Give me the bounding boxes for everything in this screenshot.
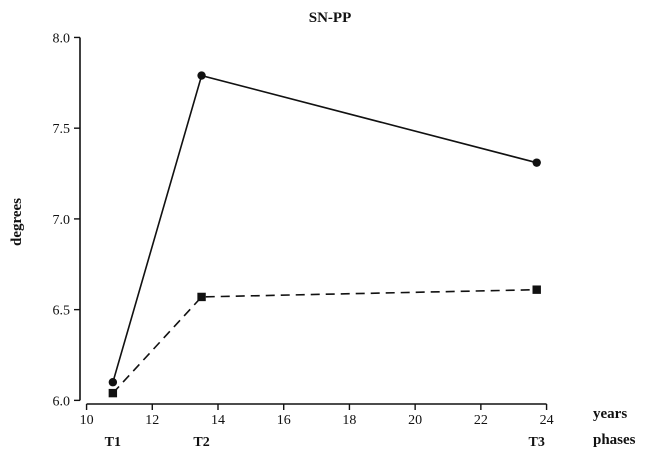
x-tick-label: 20 xyxy=(408,413,422,428)
chart-title: SN-PP xyxy=(309,10,352,26)
x-tick-label: 24 xyxy=(540,413,554,428)
x-tick-label: 14 xyxy=(211,413,225,428)
y-axis-label: degrees xyxy=(9,198,25,246)
x-tick-label: 10 xyxy=(80,413,94,428)
data-point-circle xyxy=(108,378,118,387)
y-tick-label: 6.5 xyxy=(53,304,71,319)
axes: 6.0 6.5 7.0 7.5 8.0 10 12 14 16 18 20 22 24 T1 T2 T3 xyxy=(53,31,554,450)
data-point-square xyxy=(532,285,541,294)
y-tick-label: 7.5 xyxy=(53,122,71,137)
phase-label: T3 xyxy=(529,435,545,450)
phase-label: T1 xyxy=(105,435,121,450)
series-line-1 xyxy=(112,74,537,383)
x-tick-label: 22 xyxy=(474,413,488,428)
x-tick-label: 18 xyxy=(342,413,356,428)
y-tick-label: 6.0 xyxy=(53,394,71,409)
data-point-square xyxy=(197,292,206,302)
y-tick-label: 8.0 xyxy=(53,31,71,46)
x-axis-label: years xyxy=(593,406,627,422)
phase-label: T2 xyxy=(193,435,209,450)
y-tick-label: 7.0 xyxy=(53,213,71,228)
data-point-square xyxy=(108,388,118,398)
data-point-circle xyxy=(197,71,206,80)
phase-axis-label: phases xyxy=(593,432,636,448)
x-tick-label: 16 xyxy=(277,413,291,428)
series-line-2 xyxy=(112,288,537,394)
data-point-circle xyxy=(532,158,541,167)
x-tick-label: 12 xyxy=(145,413,159,428)
plot-area xyxy=(108,71,541,398)
